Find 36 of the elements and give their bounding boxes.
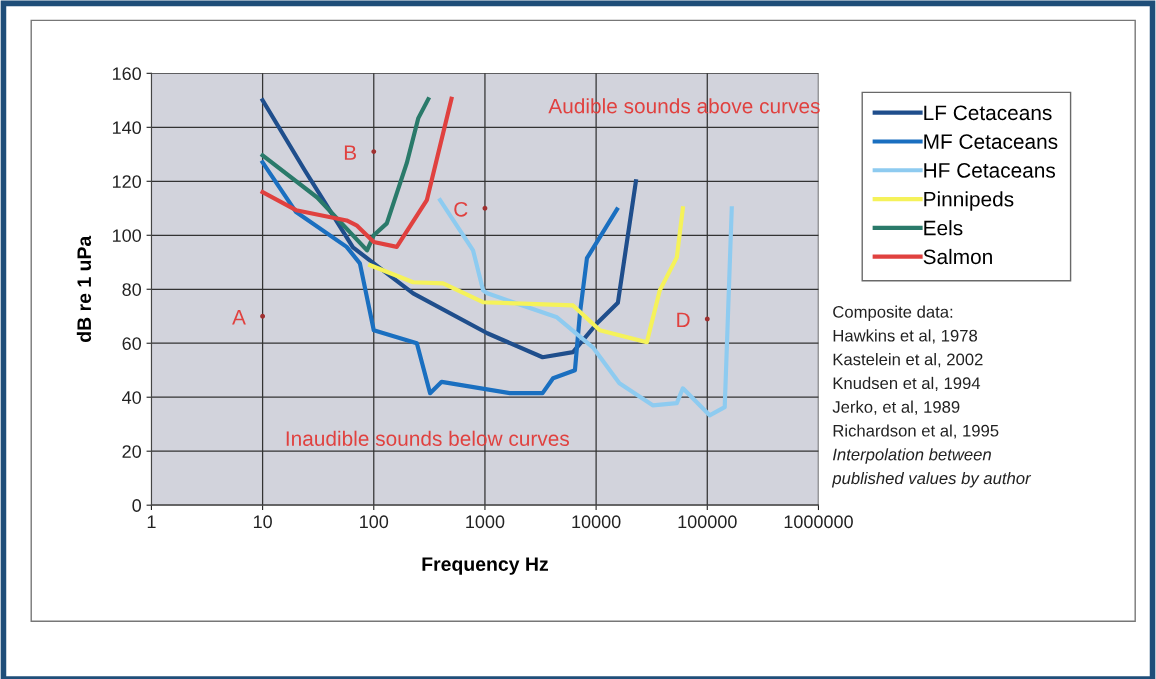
- y-tick-label: 120: [112, 175, 142, 189]
- legend-label: LF Cetaceans: [924, 105, 1052, 121]
- x-tick-label: 100: [360, 515, 389, 529]
- y-tick-label: 100: [112, 229, 142, 242]
- x-tick-label: 10: [253, 515, 272, 529]
- text: Interpolation between: [832, 448, 991, 464]
- legend-label: Salmon: [923, 248, 992, 265]
- annotation: A: [232, 310, 246, 325]
- legend-label: Eels: [924, 220, 963, 236]
- annotation: B: [344, 145, 357, 160]
- text: published values by author: [831, 471, 1032, 488]
- annotation: D: [677, 312, 690, 328]
- x-tick-label: 100000: [678, 515, 737, 529]
- y-axis-title: dB re 1 uPa: [76, 235, 92, 342]
- legend-label: HF Cetaceans: [924, 163, 1056, 178]
- legend-label: Pinnipeds: [924, 191, 1014, 211]
- x-tick-label: 10000: [572, 515, 621, 529]
- y-tick-label: 20: [122, 445, 142, 458]
- x-axis-title: Frequency Hz: [422, 557, 548, 575]
- text: Kastelein et al, 2002: [833, 353, 983, 368]
- y-tick-label: 140: [112, 121, 142, 135]
- y-tick-label: 80: [122, 283, 142, 296]
- x-tick-label: 1000000: [784, 515, 853, 529]
- y-tick-label: 40: [122, 391, 142, 404]
- text: Jerko, et al, 1989: [832, 400, 960, 415]
- text: Knudsen et al, 1994: [833, 376, 981, 392]
- y-tick-label: 160: [112, 67, 142, 81]
- text: Hawkins et al, 1978: [833, 329, 978, 344]
- text: Composite data:: [833, 305, 953, 322]
- x-tick-label: 1: [147, 515, 156, 528]
- text: Richardson et al, 1995: [833, 424, 999, 439]
- y-tick-label: 60: [122, 337, 142, 350]
- legend-label: MF Cetaceans: [924, 134, 1058, 149]
- x-tick-label: 1000: [466, 515, 505, 529]
- y-tick-label: 0: [132, 499, 142, 512]
- annotation: C: [454, 201, 468, 217]
